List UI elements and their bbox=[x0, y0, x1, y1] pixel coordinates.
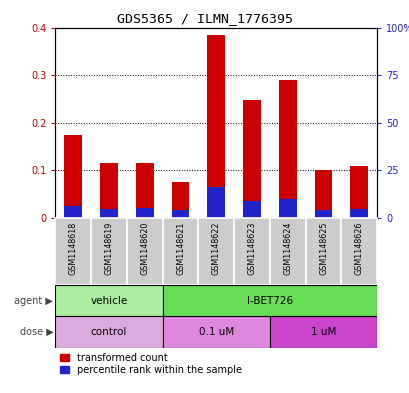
Bar bbox=[269, 316, 376, 348]
Text: control: control bbox=[90, 327, 127, 337]
Bar bbox=[55, 316, 162, 348]
Text: GSM1148620: GSM1148620 bbox=[140, 222, 149, 275]
Bar bbox=[350, 166, 367, 218]
Bar bbox=[341, 218, 376, 285]
Text: GSM1148624: GSM1148624 bbox=[283, 222, 292, 275]
Text: 1 uM: 1 uM bbox=[310, 327, 335, 337]
Bar bbox=[100, 209, 118, 218]
Bar bbox=[269, 218, 305, 285]
Bar bbox=[135, 163, 153, 218]
Text: agent ▶: agent ▶ bbox=[14, 296, 53, 306]
Text: GSM1148625: GSM1148625 bbox=[318, 222, 327, 275]
Bar bbox=[64, 135, 82, 218]
Bar bbox=[162, 285, 376, 316]
Text: 0.1 uM: 0.1 uM bbox=[198, 327, 233, 337]
Bar bbox=[91, 218, 126, 285]
Text: GSM1148621: GSM1148621 bbox=[175, 222, 184, 275]
Text: GDS5365 / ILMN_1776395: GDS5365 / ILMN_1776395 bbox=[117, 12, 292, 25]
Bar bbox=[243, 101, 261, 218]
Bar bbox=[171, 182, 189, 218]
Bar bbox=[55, 285, 162, 316]
Bar bbox=[55, 218, 91, 285]
Bar bbox=[207, 35, 225, 218]
Bar bbox=[278, 199, 296, 218]
Bar bbox=[126, 218, 162, 285]
Bar bbox=[171, 209, 189, 218]
Bar bbox=[100, 163, 118, 218]
Bar bbox=[350, 209, 367, 218]
Bar bbox=[207, 187, 225, 218]
Bar bbox=[278, 80, 296, 218]
Bar bbox=[162, 316, 269, 348]
Text: vehicle: vehicle bbox=[90, 296, 127, 306]
Text: dose ▶: dose ▶ bbox=[20, 327, 53, 337]
Bar bbox=[135, 208, 153, 218]
Bar bbox=[243, 202, 261, 218]
Text: GSM1148618: GSM1148618 bbox=[69, 222, 78, 275]
Bar bbox=[162, 218, 198, 285]
Bar bbox=[314, 209, 332, 218]
Text: GSM1148622: GSM1148622 bbox=[211, 222, 220, 275]
Text: GSM1148619: GSM1148619 bbox=[104, 222, 113, 275]
Bar bbox=[314, 171, 332, 218]
Bar bbox=[305, 218, 341, 285]
Text: GSM1148623: GSM1148623 bbox=[247, 222, 256, 275]
Bar bbox=[234, 218, 269, 285]
Legend: transformed count, percentile rank within the sample: transformed count, percentile rank withi… bbox=[60, 353, 241, 375]
Text: I-BET726: I-BET726 bbox=[246, 296, 292, 306]
Bar bbox=[64, 206, 82, 218]
Text: GSM1148626: GSM1148626 bbox=[354, 222, 363, 275]
Bar bbox=[198, 218, 234, 285]
